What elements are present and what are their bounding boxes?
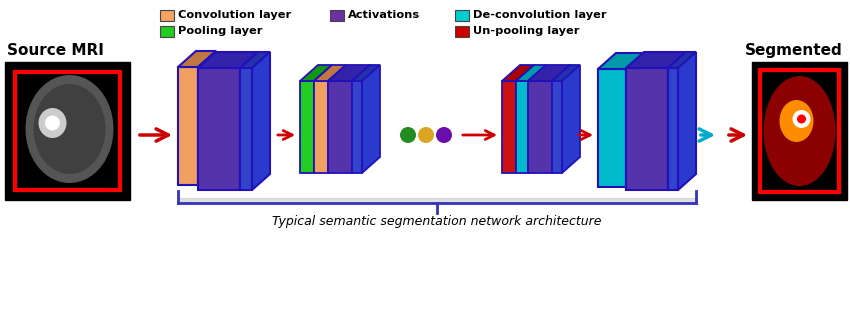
Polygon shape (528, 65, 546, 173)
Text: Activations: Activations (348, 10, 420, 20)
Text: Convolution layer: Convolution layer (178, 10, 292, 20)
Circle shape (418, 127, 434, 143)
Text: Segmented: Segmented (745, 43, 843, 58)
Polygon shape (362, 65, 380, 173)
Polygon shape (598, 53, 644, 69)
Polygon shape (328, 65, 370, 81)
Text: Pooling layer: Pooling layer (178, 26, 263, 36)
Bar (752, 62, 847, 200)
Text: Source MRI: Source MRI (7, 43, 104, 58)
Ellipse shape (26, 75, 114, 183)
Polygon shape (198, 68, 240, 190)
Text: De-convolution layer: De-convolution layer (473, 10, 607, 20)
Polygon shape (552, 81, 562, 173)
Polygon shape (252, 52, 270, 190)
Polygon shape (178, 51, 216, 67)
Polygon shape (552, 65, 570, 173)
Polygon shape (626, 53, 644, 187)
Polygon shape (178, 67, 198, 185)
Polygon shape (528, 81, 552, 173)
Polygon shape (598, 69, 626, 187)
Bar (330, 10, 344, 20)
Polygon shape (314, 65, 332, 173)
Ellipse shape (797, 115, 806, 123)
Polygon shape (314, 81, 328, 173)
Polygon shape (516, 65, 534, 173)
Polygon shape (240, 52, 258, 190)
Bar (160, 10, 174, 20)
Polygon shape (668, 68, 678, 190)
Circle shape (436, 127, 452, 143)
Bar (5, 62, 130, 200)
Ellipse shape (792, 110, 811, 128)
Polygon shape (198, 51, 216, 185)
Polygon shape (328, 65, 346, 173)
Ellipse shape (779, 100, 813, 142)
Polygon shape (552, 65, 580, 81)
Circle shape (400, 127, 416, 143)
Polygon shape (528, 65, 570, 81)
Polygon shape (678, 52, 696, 190)
Polygon shape (626, 68, 668, 190)
Polygon shape (502, 65, 534, 81)
Polygon shape (300, 81, 314, 173)
Polygon shape (516, 65, 546, 81)
Bar (160, 25, 174, 37)
Bar (15, 72, 120, 190)
Polygon shape (328, 81, 352, 173)
Bar (760, 70, 839, 192)
Polygon shape (668, 52, 686, 190)
Ellipse shape (38, 108, 66, 138)
Polygon shape (516, 81, 528, 173)
Polygon shape (668, 52, 696, 68)
Polygon shape (240, 68, 252, 190)
Polygon shape (352, 65, 370, 173)
Polygon shape (300, 65, 332, 81)
Polygon shape (198, 52, 258, 68)
Bar (455, 25, 469, 37)
Polygon shape (240, 52, 270, 68)
Ellipse shape (45, 115, 60, 130)
Ellipse shape (33, 84, 105, 174)
Polygon shape (502, 81, 516, 173)
Polygon shape (626, 52, 686, 68)
Text: Typical semantic segmentation network architecture: Typical semantic segmentation network ar… (272, 215, 602, 228)
Bar (455, 10, 469, 20)
Ellipse shape (763, 76, 836, 186)
Polygon shape (314, 65, 346, 81)
Polygon shape (562, 65, 580, 173)
Polygon shape (352, 81, 362, 173)
Text: Un-pooling layer: Un-pooling layer (473, 26, 580, 36)
Polygon shape (352, 65, 380, 81)
